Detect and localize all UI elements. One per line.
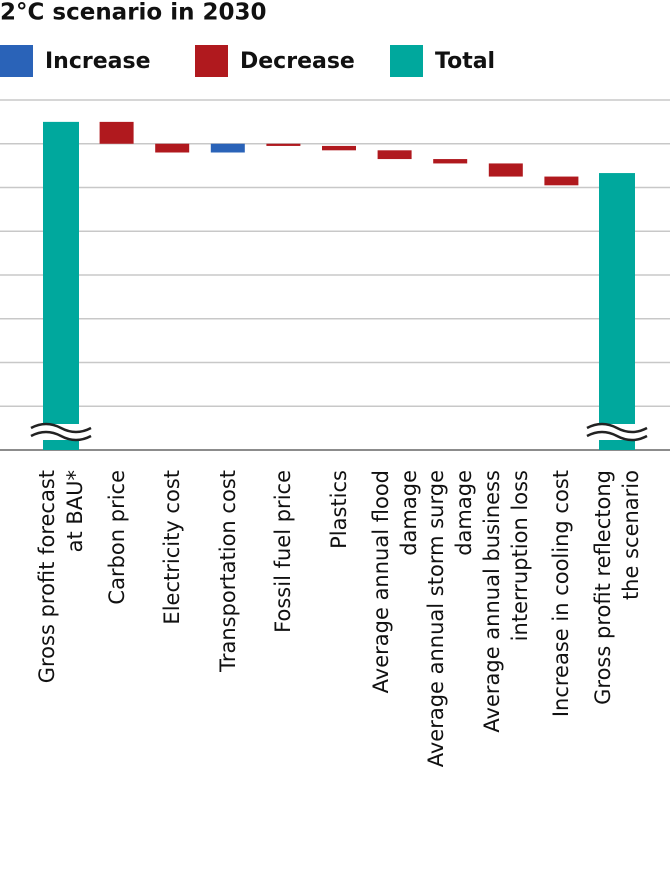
x-tick-label: Transportation cost xyxy=(215,470,240,672)
x-tick-label: Plastics xyxy=(327,470,351,549)
total-bar xyxy=(599,173,635,450)
x-tick-label: Average annual flood damage xyxy=(368,470,421,694)
decrease-bar xyxy=(377,150,412,160)
decrease-bar xyxy=(266,143,301,146)
decrease-bar xyxy=(322,145,356,151)
x-tick-label: Gross profit forecast at BAU* xyxy=(35,470,87,684)
decrease-bar xyxy=(155,143,190,153)
axis-break-bg xyxy=(31,424,91,440)
x-tick-label: Fossil fuel price xyxy=(271,470,296,633)
decrease-bar xyxy=(544,176,579,186)
x-tick-label: Average annual business interruption los… xyxy=(479,470,532,733)
x-tick-label: Gross profit reflectong the scenario xyxy=(591,470,643,705)
legend-swatch xyxy=(195,45,228,77)
legend-label: Increase xyxy=(45,49,151,74)
legend-swatch xyxy=(0,45,33,77)
x-tick-label: Average annual storm surge damage xyxy=(424,470,477,768)
chart-title: 2°C scenario in 2030 xyxy=(0,0,267,26)
x-tick-label: Increase in cooling cost xyxy=(549,470,574,718)
axis-break xyxy=(30,422,92,434)
axis-break xyxy=(586,430,648,442)
axis-break xyxy=(30,430,92,442)
decrease-bar xyxy=(99,121,134,144)
increase-bar xyxy=(210,143,245,153)
axis-break-bg xyxy=(587,424,647,440)
legend-swatch xyxy=(390,45,423,77)
x-tick-label: Carbon price xyxy=(104,470,129,605)
decrease-bar xyxy=(488,163,523,177)
legend-label: Decrease xyxy=(240,49,355,74)
total-bar xyxy=(43,121,79,450)
axis-break xyxy=(586,422,648,434)
decrease-bar xyxy=(433,159,468,164)
x-tick-label: Electricity cost xyxy=(160,470,185,625)
legend-label: Total xyxy=(435,49,495,74)
